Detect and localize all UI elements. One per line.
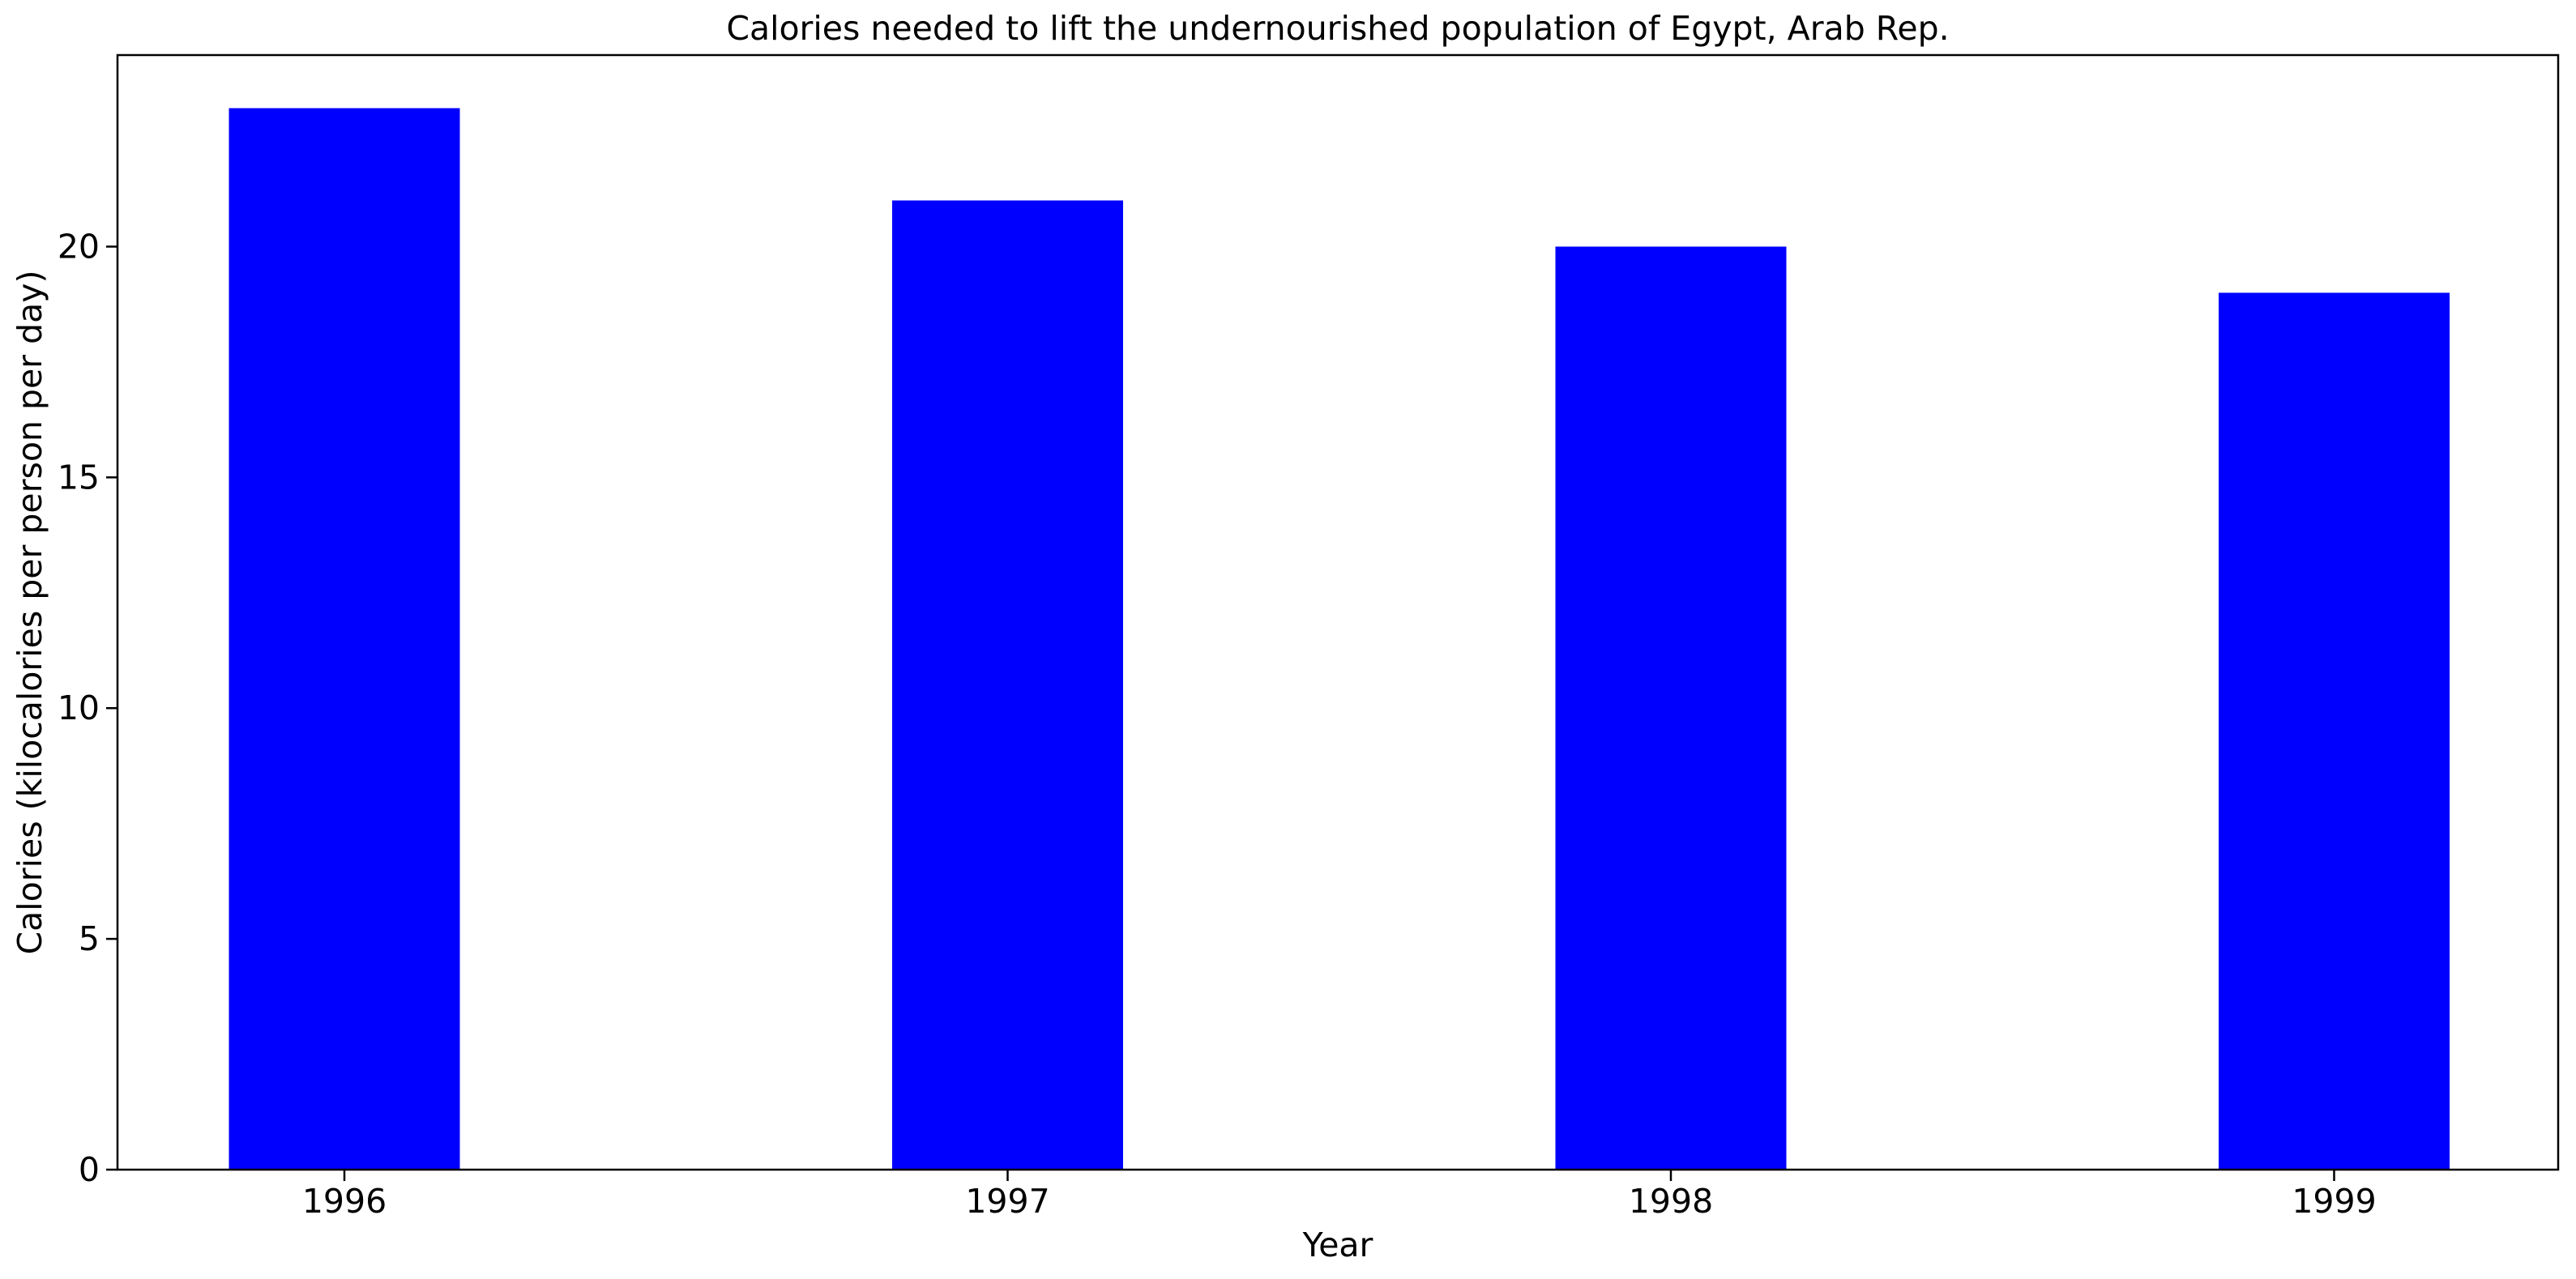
bar-1999: [2219, 292, 2450, 1170]
bar-1998: [1555, 246, 1787, 1170]
y-tick-label: 15: [58, 458, 100, 497]
x-tick-label: 1996: [302, 1182, 387, 1221]
y-tick-label: 20: [58, 227, 100, 266]
y-axis-label: Calories (kilocalories per person per da…: [11, 271, 49, 955]
bar-1997: [892, 200, 1123, 1170]
x-axis: 1996 1997 1998 1999: [302, 1170, 2377, 1221]
x-tick-label: 1999: [2292, 1182, 2376, 1221]
y-tick-label: 0: [79, 1150, 100, 1189]
x-axis-label: Year: [1302, 1226, 1373, 1264]
bar-1996: [229, 108, 460, 1170]
chart-title: Calories needed to lift the undernourish…: [726, 9, 1949, 48]
y-axis: 0 5 10 15 20: [58, 227, 117, 1189]
plot-frame: [116, 53, 2560, 1171]
bars-group: [229, 108, 2450, 1170]
x-tick-label: 1998: [1629, 1182, 1713, 1221]
y-tick-label: 5: [79, 919, 100, 958]
y-tick-label: 10: [58, 689, 100, 727]
x-tick-label: 1997: [965, 1182, 1049, 1221]
